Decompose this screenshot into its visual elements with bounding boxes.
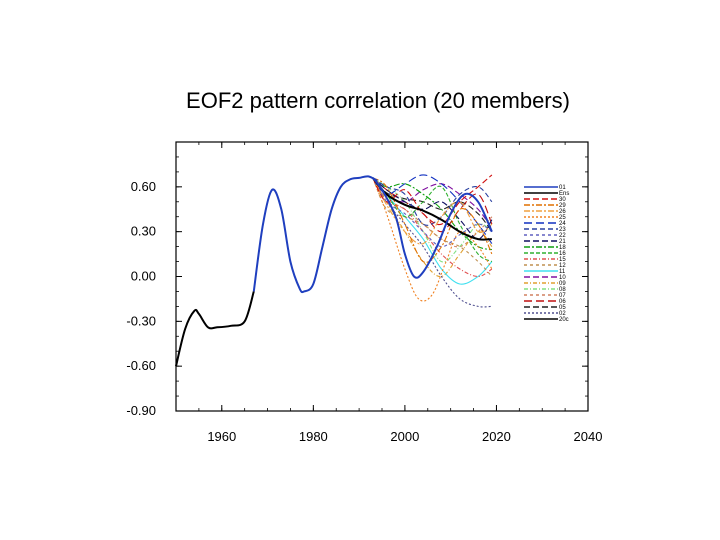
series-line-29 (372, 177, 493, 263)
series-line-15 (372, 177, 493, 278)
observed-line-late (252, 175, 378, 294)
legend-label-24: 24 (559, 221, 566, 227)
legend-label-07: 07 (559, 293, 566, 299)
legend-label-20c: 20c (559, 317, 569, 323)
legend-label-25: 25 (559, 215, 566, 221)
legend-label-02: 02 (559, 311, 566, 317)
legend-label-22: 22 (559, 233, 566, 239)
y-tick-label: 0.60 (131, 179, 156, 194)
legend-label-21: 21 (559, 239, 566, 245)
series-line-06 (372, 177, 493, 233)
legend-label-26: 26 (559, 209, 566, 215)
x-tick-label: 1960 (207, 429, 236, 444)
series-line-05 (372, 177, 493, 233)
series-line-26 (372, 177, 493, 245)
legend-label-29: 29 (559, 203, 566, 209)
series-line-24 (372, 174, 493, 244)
legend-label-08: 08 (559, 287, 566, 293)
legend-label-Ens: Ens (559, 191, 569, 197)
series-line-16 (372, 177, 493, 263)
legend-label-10: 10 (559, 275, 566, 281)
legend-label-09: 09 (559, 281, 566, 287)
y-tick-label: -0.60 (126, 358, 156, 373)
y-tick-label: -0.90 (126, 403, 156, 418)
series-line-09 (372, 177, 493, 278)
legend-label-05: 05 (559, 305, 566, 311)
legend-label-11: 11 (559, 269, 566, 275)
legend-label-16: 16 (559, 251, 566, 257)
legend-label-23: 23 (559, 227, 566, 233)
observed-line-early (175, 291, 255, 367)
legend-label-30: 30 (559, 197, 566, 203)
x-tick-label: 2040 (574, 429, 603, 444)
legend-label-15: 15 (559, 257, 566, 263)
series-line-Ens (372, 177, 492, 241)
x-tick-label: 2020 (482, 429, 511, 444)
legend-label-01: 01 (559, 185, 566, 191)
legend-label-18: 18 (559, 245, 566, 251)
legend-label-12: 12 (559, 263, 566, 269)
series-line-01 (372, 177, 493, 279)
series-line-23 (372, 177, 493, 226)
chart-title: EOF2 pattern correlation (20 members) (186, 88, 570, 113)
x-tick-label: 1980 (299, 429, 328, 444)
y-tick-label: -0.30 (126, 313, 156, 328)
legend-label-06: 06 (559, 299, 566, 305)
y-tick-label: 0.30 (131, 224, 156, 239)
y-tick-label: 0.00 (131, 269, 156, 284)
x-tick-label: 2000 (390, 429, 419, 444)
